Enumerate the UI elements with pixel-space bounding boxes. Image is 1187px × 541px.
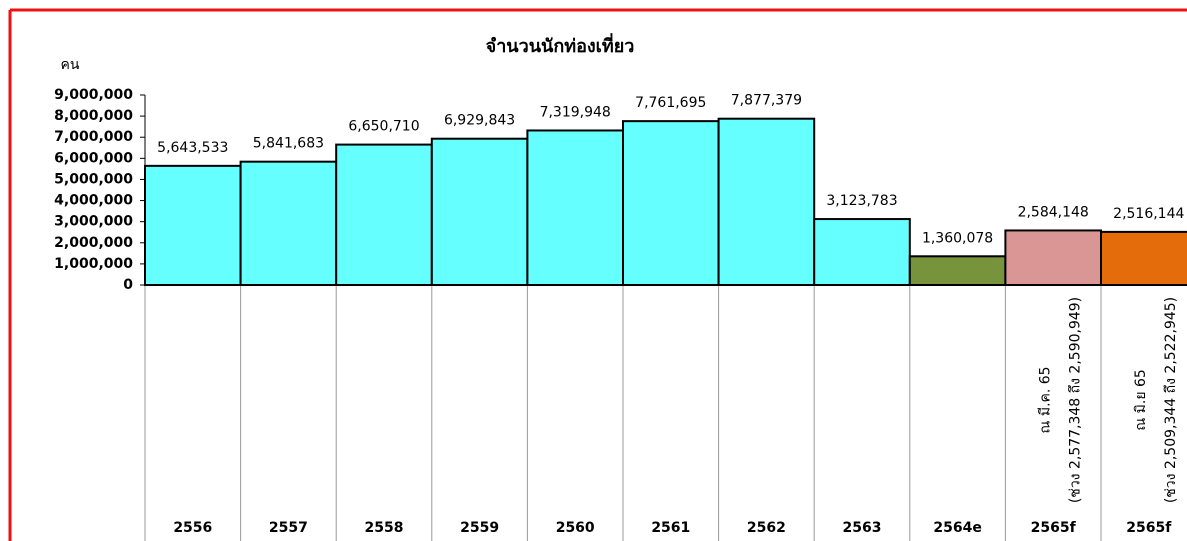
bar	[813, 218, 911, 286]
x-tick-label: 2560	[556, 520, 595, 536]
y-tick-label: 5,000,000	[54, 171, 133, 187]
x-tick-label: 2559	[460, 520, 499, 536]
y-tick-label: 0	[123, 277, 133, 293]
bar	[526, 129, 625, 286]
y-tick-label: 4,000,000	[54, 193, 133, 209]
y-tick-label: 3,000,000	[54, 214, 133, 230]
category-note: (ช่วง 2,577,348 ถึง 2,590,949)	[1067, 297, 1083, 503]
x-tick-label: 2561	[651, 520, 690, 536]
value-label: 2,584,148	[1018, 204, 1089, 220]
x-tick-label: 2562	[747, 520, 786, 536]
y-tick-label: 2,000,000	[54, 235, 133, 251]
value-label: 5,643,533	[157, 140, 228, 156]
y-tick-label: 9,000,000	[54, 87, 133, 103]
bar	[239, 160, 338, 286]
y-tick-label: 1,000,000	[54, 256, 133, 272]
bar	[717, 117, 816, 286]
bar	[1004, 229, 1103, 287]
value-label: 3,123,783	[826, 193, 897, 209]
value-label: 1,360,078	[922, 230, 993, 246]
y-tick-label: 8,000,000	[54, 108, 133, 124]
value-label: 7,877,379	[731, 93, 802, 109]
value-label: 7,761,695	[635, 95, 706, 111]
bar	[1100, 230, 1187, 287]
x-tick-label: 2557	[269, 520, 308, 536]
bar	[335, 143, 433, 286]
bar	[908, 255, 1007, 286]
x-tick-label: 2564e	[933, 520, 981, 536]
value-label: 6,650,710	[348, 119, 419, 135]
y-axis-label: คน	[61, 57, 80, 73]
bar	[144, 164, 242, 286]
value-label: 2,516,144	[1113, 206, 1184, 222]
value-label: 7,319,948	[540, 104, 611, 120]
x-tick-label: 2556	[173, 520, 212, 536]
x-tick-label: 2558	[365, 520, 404, 536]
value-label: 5,841,683	[253, 136, 324, 152]
bar	[430, 137, 529, 286]
y-tick-label: 7,000,000	[54, 129, 133, 145]
bar	[622, 120, 720, 286]
y-tick-label: 6,000,000	[54, 150, 133, 166]
category-note: (ช่วง 2,509,344 ถึง 2,522,945)	[1163, 297, 1179, 503]
category-note: ณ มี.ค. 65	[1037, 366, 1053, 433]
x-tick-label: 2565f	[1126, 520, 1172, 536]
x-tick-label: 2563	[843, 520, 882, 536]
chart-title: จำนวนนักท่องเที่ยว	[486, 33, 635, 57]
category-note: ณ มิ.ย 65	[1133, 369, 1149, 431]
value-label: 6,929,843	[444, 113, 515, 129]
x-tick-label: 2565f	[1031, 520, 1077, 536]
